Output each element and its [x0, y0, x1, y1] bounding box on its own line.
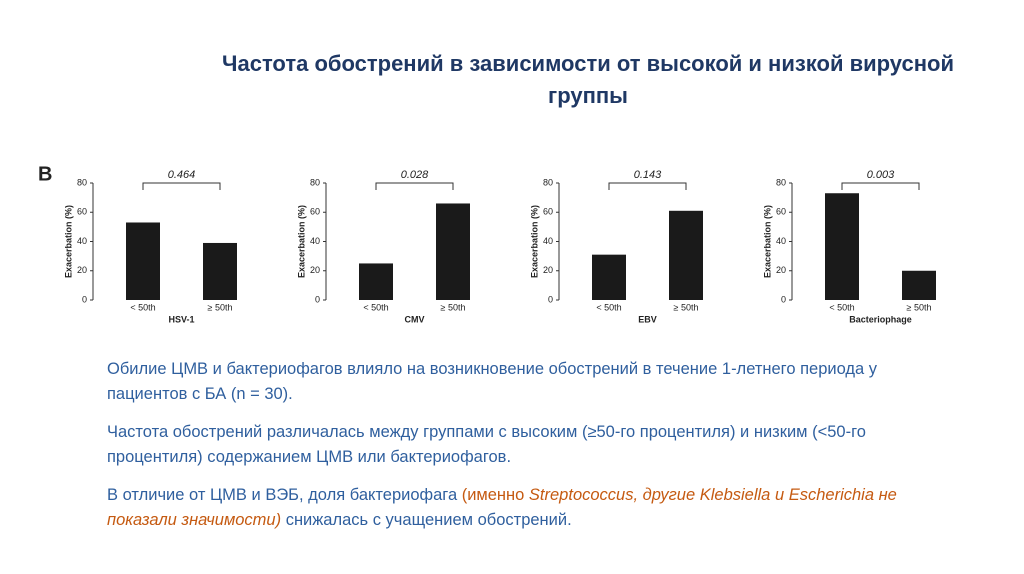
- y-tick-label: 0: [82, 294, 87, 304]
- y-tick-label: 0: [315, 294, 320, 304]
- y-tick-label: 40: [77, 236, 87, 246]
- x-tick-label: < 50th: [363, 302, 388, 312]
- y-tick-label: 80: [77, 177, 87, 187]
- bracket: [142, 182, 221, 190]
- x-tick-label: ≥ 50th: [674, 302, 699, 312]
- x-axis-label: Bacteriophage: [849, 314, 912, 324]
- x-tick-label: ≥ 50th: [441, 302, 466, 312]
- y-tick-label: 80: [310, 177, 320, 187]
- text-block: Обилие ЦМВ и бактериофагов влияло на воз…: [107, 357, 937, 546]
- y-axis-label: Exacerbation (%): [529, 205, 539, 278]
- y-tick-label: 40: [776, 236, 786, 246]
- x-tick-label: ≥ 50th: [907, 302, 932, 312]
- bar: [825, 193, 859, 300]
- text: (именно: [461, 486, 529, 504]
- x-axis-label: EBV: [638, 314, 657, 324]
- y-tick-label: 60: [310, 207, 320, 217]
- text: Escherichia: [788, 486, 875, 504]
- y-tick-label: 60: [776, 207, 786, 217]
- x-tick-label: ≥ 50th: [208, 302, 233, 312]
- text: В отличие от ЦМВ и ВЭБ, доля бактериофаг…: [107, 486, 462, 504]
- y-tick-label: 0: [781, 294, 786, 304]
- y-tick-label: 80: [776, 177, 786, 187]
- p-value: 0.464: [168, 169, 196, 181]
- text: Streptococcus: [528, 486, 634, 504]
- bracket: [608, 182, 687, 190]
- bar: [436, 203, 470, 300]
- paragraph: Обилие ЦМВ и бактериофагов влияло на воз…: [107, 360, 878, 403]
- panel-label: B: [38, 163, 52, 185]
- y-tick-label: 40: [310, 236, 320, 246]
- x-axis-label: CMV: [405, 314, 425, 324]
- x-axis-label: HSV-1: [168, 314, 194, 324]
- bar: [592, 254, 626, 300]
- slide-title: Частота обострений в зависимости от высо…: [222, 51, 954, 108]
- x-tick-label: < 50th: [596, 302, 621, 312]
- y-axis-label: Exacerbation (%): [63, 205, 73, 278]
- p-value: 0.143: [634, 169, 662, 181]
- text: и: [770, 486, 789, 504]
- paragraph: В отличие от ЦМВ и ВЭБ, доля бактериофаг…: [107, 483, 937, 533]
- paragraph: Частота обострений различалась между гру…: [107, 423, 866, 466]
- y-tick-label: 40: [543, 236, 553, 246]
- y-tick-label: 20: [77, 265, 87, 275]
- x-tick-label: < 50th: [829, 302, 854, 312]
- y-axis-label: Exacerbation (%): [296, 205, 306, 278]
- y-tick-label: 20: [543, 265, 553, 275]
- y-axis-label: Exacerbation (%): [762, 205, 772, 278]
- y-tick-label: 20: [776, 265, 786, 275]
- y-tick-label: 60: [77, 207, 87, 217]
- text: снижалась с учащением обострений.: [281, 511, 572, 529]
- bar: [203, 242, 237, 300]
- y-tick-label: 80: [543, 177, 553, 187]
- y-tick-label: 20: [310, 265, 320, 275]
- charts: B 0 20 40 60 80 Exacerbation (%) < 50th ≥ 50th H…: [38, 163, 936, 324]
- bar: [359, 263, 393, 300]
- p-value: 0.028: [401, 169, 429, 181]
- text: , другие: [633, 486, 700, 504]
- bracket: [375, 182, 454, 190]
- y-tick-label: 60: [543, 207, 553, 217]
- bracket: [841, 182, 920, 190]
- text: не показали значимости): [107, 486, 897, 529]
- bar: [126, 222, 160, 300]
- text: Klebsiella: [699, 486, 771, 504]
- y-tick-label: 0: [548, 294, 553, 304]
- bar: [902, 270, 936, 300]
- bar: [669, 210, 703, 300]
- x-tick-label: < 50th: [130, 302, 155, 312]
- p-value: 0.003: [867, 169, 895, 181]
